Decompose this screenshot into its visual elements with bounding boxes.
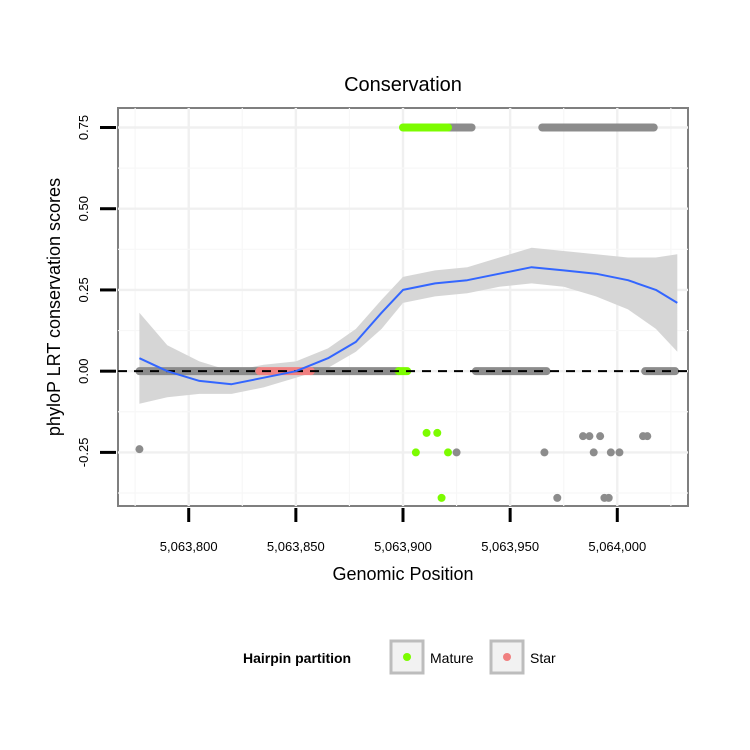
data-point-other xyxy=(579,432,587,441)
data-point-mature xyxy=(411,448,420,457)
x-tick-label: 5,063,800 xyxy=(160,539,218,554)
data-point-other xyxy=(606,448,615,457)
y-tick-label: 0.25 xyxy=(76,277,91,302)
x-tick-label: 5,063,850 xyxy=(267,539,325,554)
legend-label-star: Star xyxy=(530,650,556,666)
data-point-other xyxy=(585,432,594,441)
confidence-band-layer xyxy=(139,247,678,404)
data-point-mature xyxy=(437,493,446,502)
data-point-other xyxy=(643,432,652,441)
y-tick-label: 0.50 xyxy=(76,196,91,221)
data-point-other xyxy=(540,448,549,457)
legend: Hairpin partition Mature Star xyxy=(243,639,556,675)
data-point-other xyxy=(452,448,461,457)
legend-label-mature: Mature xyxy=(430,650,474,666)
data-point-mature xyxy=(444,448,452,457)
confidence-band xyxy=(139,247,678,404)
data-point-other xyxy=(589,448,598,457)
data-point-other xyxy=(604,493,613,502)
legend-title: Hairpin partition xyxy=(243,650,351,666)
smooth-line xyxy=(138,266,678,386)
legend-swatch-mature xyxy=(403,653,411,661)
x-tick-label: 5,063,950 xyxy=(481,539,539,554)
x-axis-title: Genomic Position xyxy=(332,564,473,584)
y-tick-label: 0.00 xyxy=(76,359,91,384)
data-point-mature xyxy=(422,428,431,437)
y-axis: -0.25 0.00 0.25 0.50 0.75 xyxy=(76,115,116,467)
chart-title: Conservation xyxy=(344,74,462,96)
data-point-other xyxy=(135,445,144,454)
data-point-other xyxy=(596,432,605,441)
data-point-other xyxy=(615,448,624,457)
smooth-line-layer xyxy=(138,266,678,386)
y-tick-label: 0.75 xyxy=(76,115,91,140)
y-tick-label: -0.25 xyxy=(76,438,91,468)
x-tick-label: 5,063,900 xyxy=(374,539,432,554)
legend-swatch-star xyxy=(503,653,511,661)
y-axis-title: phyloP LRT conservation scores xyxy=(44,178,64,436)
x-axis: 5,063,800 5,063,850 5,063,900 5,063,950 5,06… xyxy=(160,508,646,554)
data-point-other xyxy=(553,493,562,502)
x-tick-label: 5,064,000 xyxy=(588,539,646,554)
data-point-mature xyxy=(433,428,442,437)
